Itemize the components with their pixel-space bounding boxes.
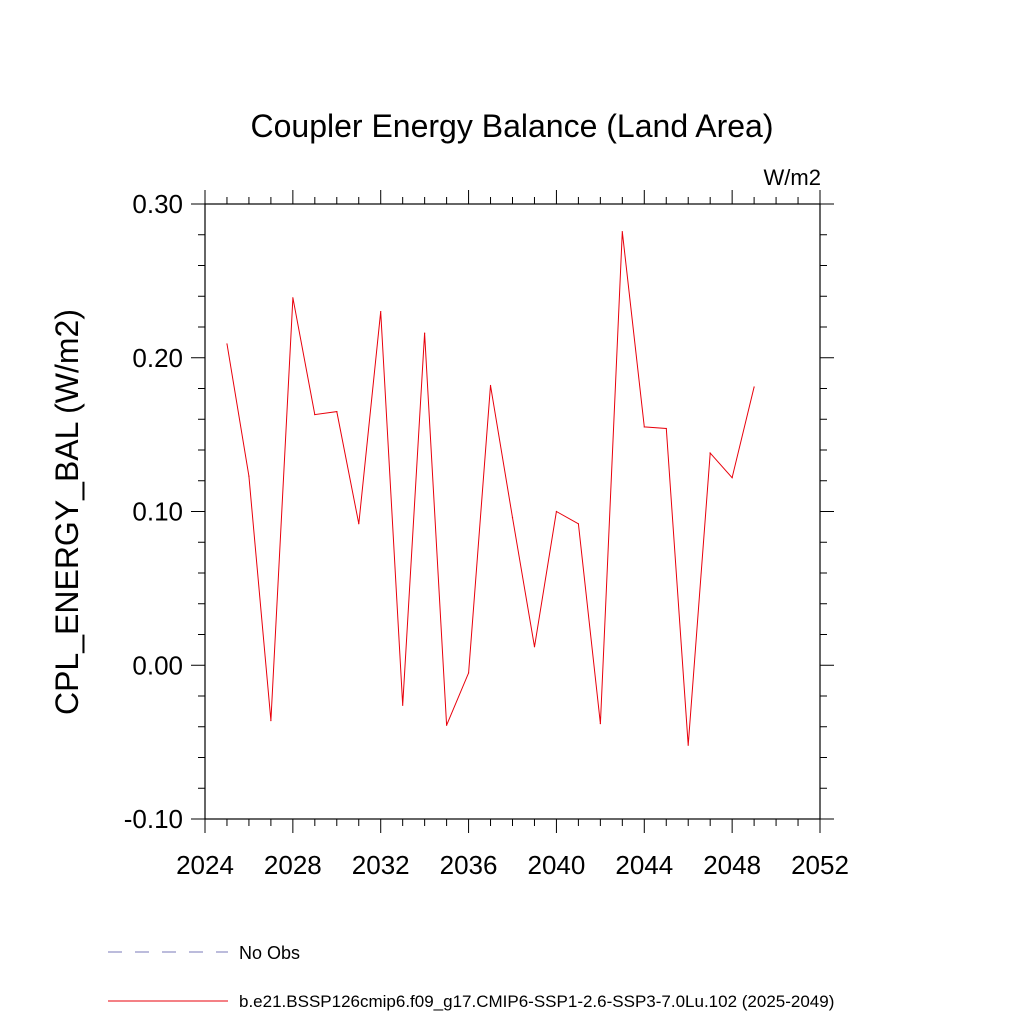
data-point [511,517,514,519]
x-tick-label: 2032 [352,850,410,880]
data-point [533,646,536,648]
units-label: W/m2 [764,165,821,190]
data-point [687,744,689,746]
y-tick-label: 0.20 [132,343,183,373]
y-tick-label: 0.30 [132,189,183,219]
data-point [577,523,579,525]
data-point [599,723,601,725]
data-point [753,386,755,388]
x-tick-label: 2044 [615,850,673,880]
x-tick-label: 2048 [703,850,761,880]
data-point [270,720,272,722]
axis-ticks: 2024 2028 2032 2036 2040 2044 2048 2052 -0.10 0.0… [124,189,849,880]
data-point [424,332,426,334]
data-point [402,704,404,706]
legend-label-series: b.e21.BSSP126cmip6.f09_g17.CMIP6-SSP1-2.… [239,992,834,1011]
data-point [292,297,294,299]
y-axis-label: CPL_ENERGY_BAL (W/m2) [49,309,85,715]
data-point [446,724,448,726]
x-tick-label: 2028 [264,850,322,880]
data-point [226,343,228,345]
data-point [665,427,667,430]
series-line [226,231,755,746]
data-point [467,672,470,674]
data-point [314,414,316,416]
data-point [380,311,382,313]
data-point [555,510,558,513]
x-tick-label: 2024 [176,850,234,880]
series-layer [226,231,755,746]
data-point [336,410,338,413]
data-point [489,384,492,387]
x-tick-label: 2040 [528,850,586,880]
data-point [643,426,645,428]
data-point [621,231,623,233]
data-point [709,452,711,454]
legend: No Obs b.e21.BSSP126cmip6.f09_g17.CMIP6-… [108,943,834,1011]
y-tick-label: 0.00 [132,650,183,680]
data-point [731,477,733,479]
data-point [358,523,360,525]
y-tick-label: 0.10 [132,497,183,527]
x-tick-label: 2036 [440,850,498,880]
data-point [248,475,250,477]
y-tick-label: -0.10 [124,804,183,834]
legend-label-no-obs: No Obs [239,943,300,963]
chart-title: Coupler Energy Balance (Land Area) [251,108,774,144]
plot-frame [204,203,821,820]
x-tick-label: 2052 [791,850,849,880]
